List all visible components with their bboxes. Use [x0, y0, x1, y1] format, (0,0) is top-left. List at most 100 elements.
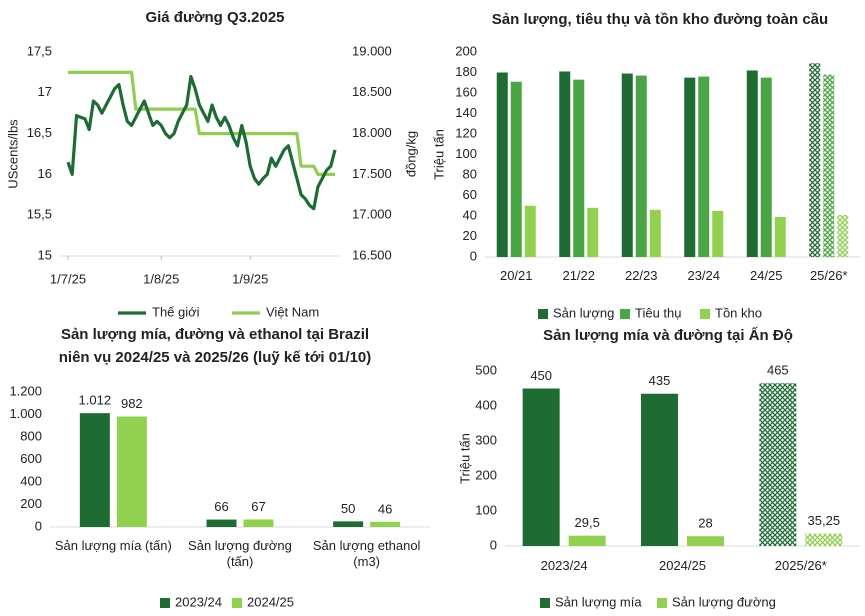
x-tick-label: Sản lượng mía (tấn): [54, 538, 172, 553]
x-tick-label: 20/21: [499, 268, 533, 283]
y-tick-label: 80: [463, 166, 477, 181]
y2-tick-label: 18.000: [352, 125, 392, 140]
y-axis-label: UScents/lbs: [5, 119, 20, 189]
bar: [698, 76, 710, 257]
legend-swatch: [700, 309, 710, 319]
bar: [760, 77, 772, 257]
legend-label: Sản lượng: [553, 305, 614, 320]
x-tick-label: 24/25: [749, 268, 783, 283]
legend-label: 2024/25: [247, 594, 294, 609]
bar: [805, 533, 843, 546]
chart-title: Sản lượng mía và đường tại Ấn Độ: [543, 327, 793, 344]
y-tick-label: 16: [38, 166, 52, 181]
y-tick-label: 200: [455, 43, 477, 58]
bar: [524, 205, 536, 257]
bar: [635, 75, 647, 257]
y-tick-label: 180: [455, 64, 477, 79]
chart-title: Giá đường Q3.2025: [145, 9, 284, 26]
data-label: 66: [214, 499, 228, 514]
y-tick-label: 400: [475, 397, 497, 412]
legend-label: Tồn kho: [715, 305, 762, 320]
legend-label: Sản lượng mía: [555, 594, 642, 609]
y-tick-label: 17: [38, 84, 52, 99]
legend-label: 2023/24: [175, 594, 222, 609]
y2-tick-label: 17.500: [352, 166, 392, 181]
data-label: 435: [649, 373, 671, 388]
y2-tick-label: 18.500: [352, 84, 392, 99]
bar: [621, 73, 633, 258]
data-label: 67: [251, 499, 265, 514]
y-tick-label: 15: [38, 247, 52, 262]
data-label: 28: [698, 516, 712, 531]
bar: [116, 416, 147, 527]
y-tick-label: 1.200: [9, 383, 42, 398]
legend-label: Thế giới: [152, 304, 200, 319]
bar: [684, 77, 696, 257]
legend-swatch: [232, 598, 242, 608]
y-tick-label: 0: [35, 518, 42, 533]
y2-tick-label: 16.500: [352, 247, 392, 262]
legend-swatch: [657, 598, 667, 608]
bar: [641, 393, 678, 546]
y2-tick-label: 19.000: [352, 43, 392, 58]
bar: [823, 74, 835, 257]
bar: [809, 63, 821, 258]
bar: [746, 70, 758, 257]
x-tick-label: Sản lượng đường (tấn): [188, 538, 292, 569]
y-tick-label: 400: [20, 473, 42, 488]
chart-title: Sản lượng mía, đường và ethanol tại Braz…: [61, 326, 369, 343]
data-label: 50: [341, 501, 355, 516]
y-tick-label: 100: [475, 502, 497, 517]
data-label: 450: [530, 368, 552, 383]
bar: [559, 71, 571, 257]
x-tick-label: 2025/26*: [774, 558, 827, 573]
y-tick-label: 60: [463, 187, 477, 202]
bar: [79, 413, 110, 527]
y-tick-label: 200: [20, 496, 42, 511]
y-tick-label: 140: [455, 105, 477, 120]
y-tick-label: 100: [455, 146, 477, 161]
bar: [510, 81, 522, 257]
bar: [522, 388, 560, 546]
series-line: [66, 74, 337, 211]
data-label: 29,5: [575, 515, 600, 530]
y-tick-label: 1.000: [9, 406, 42, 421]
bar: [687, 536, 724, 546]
y-tick-label: 800: [20, 428, 42, 443]
bar: [712, 210, 724, 257]
y-tick-label: 600: [20, 451, 42, 466]
x-tick-label: 1/7/25: [50, 271, 86, 286]
x-tick-label: 22/23: [624, 268, 658, 283]
x-tick-label: 1/9/25: [232, 271, 268, 286]
data-label: 46: [378, 501, 392, 516]
data-label: 1.012: [79, 393, 112, 408]
y-tick-label: 160: [455, 84, 477, 99]
data-label: 465: [767, 363, 789, 378]
y-tick-label: 0: [470, 248, 477, 263]
bar: [649, 209, 661, 257]
bar: [587, 207, 599, 257]
data-label: 35,25: [808, 513, 841, 528]
chart-subtitle: niên vụ 2024/25 và 2025/26 (luỹ kế tới 0…: [59, 349, 372, 366]
chart-title: Sản lượng, tiêu thụ và tồn kho đường toà…: [492, 11, 828, 28]
legend-swatch: [160, 598, 170, 608]
bar: [333, 521, 364, 527]
y2-tick-label: 17.000: [352, 207, 392, 222]
y-tick-label: 16,5: [27, 125, 52, 140]
x-tick-label: 1/8/25: [143, 271, 179, 286]
y-tick-label: 300: [475, 432, 497, 447]
x-tick-label: 23/24: [687, 268, 721, 283]
bar: [370, 521, 401, 527]
x-tick-label: Sản lượng ethanol (m3): [312, 538, 421, 569]
data-label: 982: [121, 396, 143, 411]
y-tick-label: 20: [463, 228, 477, 243]
bar: [837, 214, 849, 257]
y2-axis-label: đồng/kg: [403, 131, 418, 177]
bar: [573, 79, 585, 257]
x-tick-label: 2024/25: [658, 558, 706, 573]
x-tick-label: 21/22: [562, 268, 596, 283]
y-tick-label: 17,5: [27, 43, 52, 58]
y-tick-label: 200: [475, 467, 497, 482]
y-axis-label: Triệu tấn: [457, 433, 472, 484]
